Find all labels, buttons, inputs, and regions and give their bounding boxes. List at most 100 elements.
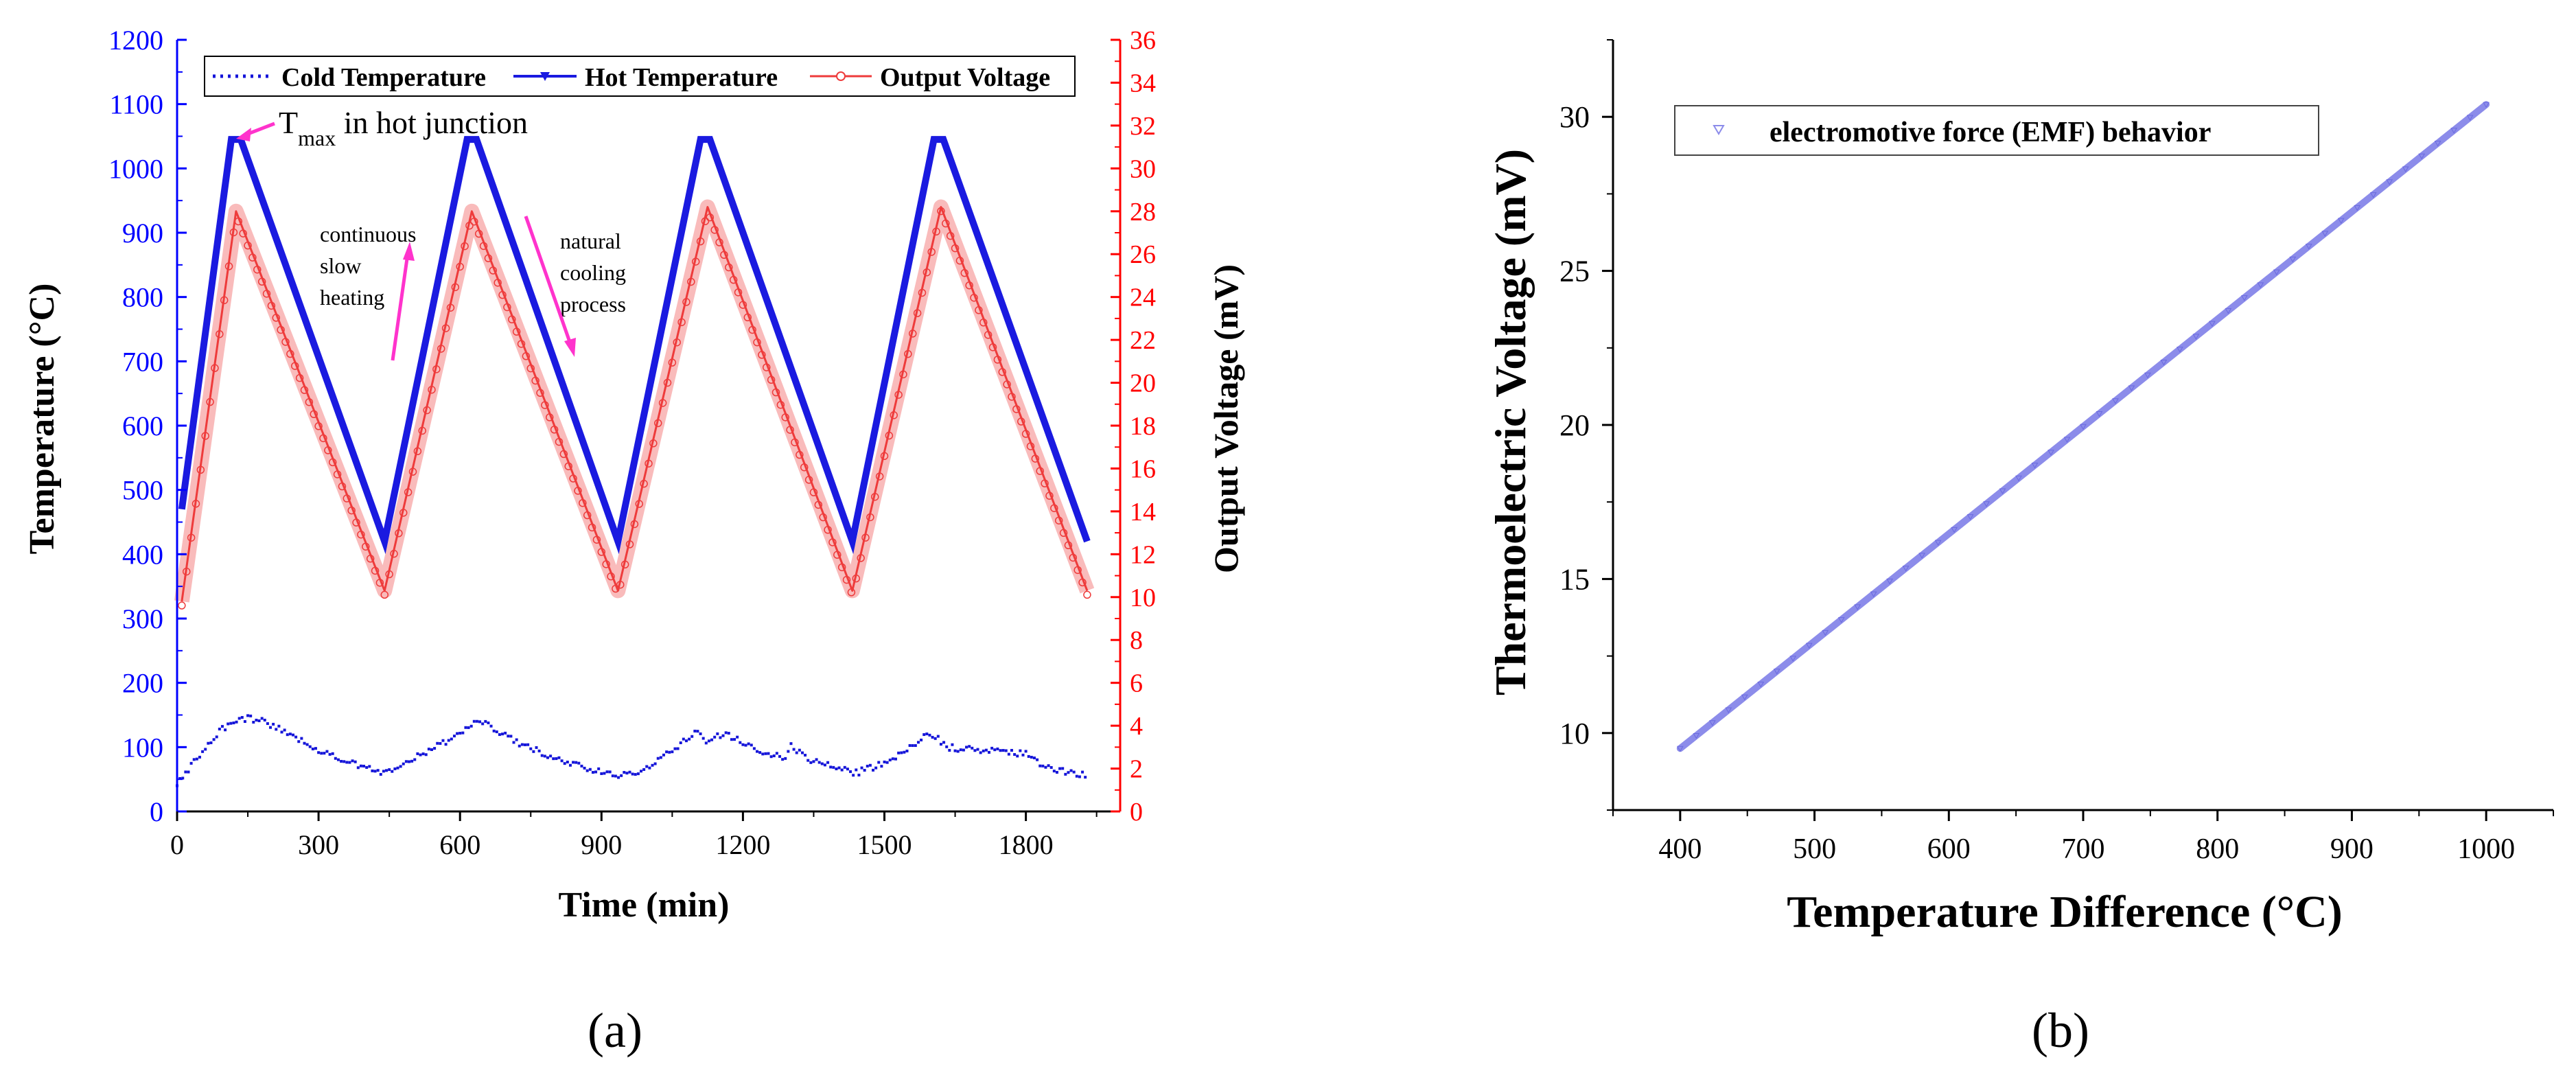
panel-a-y2-tick-label: 0 [1130, 798, 1143, 827]
cold-temperature-point [365, 765, 369, 769]
cold-temperature-point [288, 732, 292, 736]
output-voltage-point [607, 572, 615, 581]
emf-point [2225, 308, 2232, 314]
cold-temperature-point [597, 767, 601, 770]
panel-b-x-tick-label: 700 [2062, 833, 2105, 865]
cold-temperature-point [1019, 749, 1022, 752]
cold-temperature-point [323, 752, 326, 755]
output-voltage-point [1026, 442, 1035, 450]
panel-a-y-tick-label: 1100 [109, 89, 163, 120]
cold-temperature-point [623, 771, 626, 774]
output-voltage-point [691, 257, 700, 266]
output-voltage-point [942, 219, 950, 228]
output-voltage-point [771, 388, 780, 397]
cold-temperature-point [404, 760, 408, 763]
cold-temperature-point [736, 735, 739, 739]
output-voltage-point [1036, 467, 1044, 475]
panel-a-plot-area [174, 136, 1095, 787]
output-voltage-point [324, 446, 332, 454]
output-voltage-point [234, 217, 243, 226]
cold-temperature-point [469, 724, 473, 728]
panel-b-x-tick-label: 600 [1927, 833, 1971, 865]
output-voltage-point [545, 413, 554, 422]
output-voltage-point [781, 413, 789, 422]
output-voltage-point [338, 482, 347, 491]
cold-temperature-point [555, 757, 558, 761]
cold-temperature-point [507, 735, 510, 738]
cold-temperature-point [837, 766, 841, 770]
cold-temperature-point [461, 731, 465, 735]
cold-temperature-point [343, 760, 346, 763]
cold-temperature-point [849, 770, 852, 774]
cold-temperature-point [968, 745, 971, 748]
output-voltage-point [1054, 516, 1063, 524]
output-voltage-point [658, 399, 667, 407]
output-voltage-point [668, 358, 677, 367]
output-voltage-point [720, 251, 728, 259]
cold-temperature-point [855, 768, 858, 772]
output-voltage-point [451, 283, 460, 292]
cold-temperature-point [504, 731, 507, 735]
cold-temperature-point [925, 732, 929, 736]
output-voltage-point [579, 498, 587, 507]
output-voltage-point [937, 207, 945, 216]
cold-temperature-point [535, 746, 538, 749]
panel-b-legend-box [1674, 105, 2319, 156]
cold-temperature-point [976, 748, 979, 751]
cold-temperature-point [1081, 770, 1084, 774]
panel-a-y2-tick-label: 4 [1130, 712, 1143, 741]
output-voltage-point [347, 506, 356, 515]
output-voltage-point [531, 376, 539, 385]
cold-temperature-point [951, 743, 954, 746]
output-voltage-point [413, 447, 422, 456]
cold-temperature-point [427, 748, 430, 751]
cold-temperature-point [852, 774, 855, 777]
panel-a-y2-tick-label: 6 [1130, 669, 1143, 698]
output-voltage-point [357, 530, 365, 539]
output-voltage-point [244, 241, 252, 250]
emf-point [1999, 488, 2006, 495]
output-voltage-point [220, 296, 229, 305]
cold-temperature-point [385, 769, 388, 772]
cold-temperature-point [993, 748, 997, 752]
cold-temperature-point [820, 762, 824, 765]
cold-temperature-point [874, 766, 878, 770]
output-voltage-point [743, 313, 752, 322]
cold-temperature-point [1001, 749, 1005, 752]
cold-temperature-point [243, 720, 246, 724]
output-voltage-point [913, 309, 922, 317]
cold-temperature-point [1010, 748, 1013, 752]
cold-temperature-point [835, 768, 838, 771]
output-voltage-point [791, 438, 799, 447]
cold-temperature-point [648, 766, 651, 770]
cold-temperature-point [730, 738, 733, 741]
output-voltage-point [673, 338, 681, 347]
output-voltage-point [371, 566, 380, 575]
cold-temperature-point [617, 776, 620, 779]
legend-emf-label: electromotive force (EMF) behavior [1769, 117, 2211, 148]
output-voltage-point [470, 217, 478, 226]
cold-temperature-point [868, 763, 872, 767]
output-voltage-point [804, 476, 813, 484]
cold-temperature-point [662, 753, 665, 757]
cold-temperature-point [229, 722, 233, 725]
output-voltage-point [310, 410, 318, 419]
cold-temperature-point [215, 735, 218, 739]
cold-temperature-point [252, 721, 255, 724]
cold-temperature-point [815, 758, 818, 761]
cold-temperature-point [224, 728, 227, 732]
cold-temperature-point [566, 761, 569, 764]
cold-temperature-point [1038, 764, 1042, 768]
output-voltage-point [993, 356, 1002, 364]
cold-temperature-point [691, 735, 694, 738]
tmax-annotation: Tmax in hot junction [279, 105, 528, 150]
cold-temperature-point [328, 752, 332, 756]
panel-a-y-tick-label: 600 [122, 411, 163, 441]
cold-temperature-point [775, 752, 778, 755]
output-voltage-point [951, 244, 960, 253]
cold-temperature-point [634, 773, 637, 776]
cold-temperature-point [249, 714, 253, 717]
emf-point [2483, 102, 2490, 108]
cold-temperature-point [181, 776, 185, 780]
cold-temperature-point [656, 757, 660, 760]
